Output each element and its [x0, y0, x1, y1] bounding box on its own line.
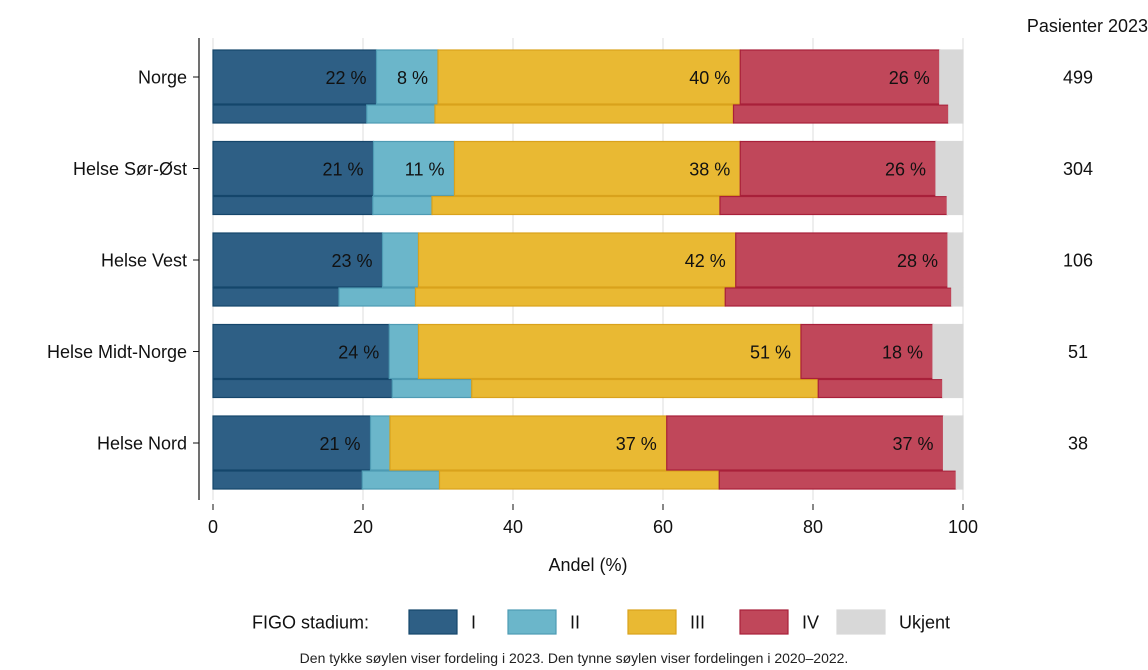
bar-2023	[417, 323, 802, 380]
bar-2020-2022	[366, 104, 436, 124]
bar-2020-2022	[719, 195, 948, 216]
bar-2020-2022	[212, 470, 363, 490]
x-tick-label: 40	[503, 517, 523, 537]
category-label: Helse Vest	[101, 251, 187, 271]
bar-2020-2022	[946, 195, 964, 216]
x-tick-label: 20	[353, 517, 373, 537]
legend-title: FIGO stadium:	[252, 613, 369, 633]
footnote: Den tykke søylen viser fordeling i 2023.…	[299, 650, 849, 666]
bar-2020-2022	[391, 378, 473, 399]
bar-2023	[735, 232, 949, 288]
bar-data-label: 21 %	[319, 434, 360, 454]
category-label: Helse Sør-Øst	[73, 159, 187, 179]
bar-2023	[417, 232, 737, 288]
bar-data-label: 24 %	[338, 343, 379, 363]
patients-column-header: Pasienter 2023	[1027, 16, 1148, 36]
bar-2023	[800, 323, 934, 380]
bar-2020-2022	[431, 195, 721, 216]
x-tick-label: 60	[653, 517, 673, 537]
bar-2020-2022	[338, 287, 417, 307]
category-label: Helse Midt-Norge	[47, 342, 187, 362]
x-axis-title: Andel (%)	[548, 555, 627, 575]
bar-2023	[739, 49, 941, 105]
bar-2020-2022	[434, 104, 735, 124]
bar-data-label: 37 %	[616, 434, 657, 454]
patient-count: 51	[1068, 342, 1088, 362]
legend: FIGO stadium: I II III IV Ukjent	[252, 609, 950, 635]
patient-count: 304	[1063, 159, 1093, 179]
bar-data-label: 51 %	[750, 343, 791, 363]
legend-swatch	[507, 609, 557, 635]
patient-count: 38	[1068, 434, 1088, 454]
bar-data-label: 23 %	[331, 251, 372, 271]
bar-data-label: 38 %	[689, 160, 730, 180]
bar-2023	[947, 232, 964, 288]
legend-label: IV	[802, 613, 819, 633]
bar-data-label: 18 %	[882, 343, 923, 363]
bar-2020-2022	[414, 287, 726, 307]
bar-data-label: 40 %	[689, 68, 730, 88]
bar-2023	[212, 232, 384, 288]
legend-label: I	[471, 613, 476, 633]
bar-2020-2022	[942, 378, 964, 399]
legend-swatch	[836, 609, 886, 635]
bar-2023	[453, 140, 741, 197]
legend-swatch	[408, 609, 458, 635]
bar-2020-2022	[948, 104, 964, 124]
bar-2020-2022	[718, 470, 957, 490]
bar-data-label: 8 %	[397, 68, 428, 88]
bar-2023	[372, 140, 456, 197]
bar-2023	[381, 232, 420, 288]
bar-2020-2022	[955, 470, 964, 490]
legend-label: Ukjent	[899, 613, 950, 633]
bars-layer	[212, 49, 964, 490]
x-tick-label: 0	[208, 517, 218, 537]
bar-2023	[942, 415, 964, 471]
bar-2023	[739, 140, 937, 197]
labels-layer: 22 % 8 % 40 % 26 % Norge 499 21 % 11 % 38 % 26 % H…	[47, 68, 1093, 538]
patient-count: 499	[1063, 68, 1093, 88]
bar-2023	[212, 140, 375, 197]
bar-2023	[212, 49, 378, 105]
bar-2020-2022	[372, 195, 433, 216]
bar-2020-2022	[212, 195, 374, 216]
bar-2020-2022	[361, 470, 441, 490]
bar-2023	[939, 49, 964, 105]
bar-data-label: 28 %	[897, 251, 938, 271]
bar-2020-2022	[724, 287, 953, 307]
bar-2020-2022	[438, 470, 720, 490]
bar-data-label: 26 %	[885, 160, 926, 180]
bar-2020-2022	[471, 378, 819, 399]
bar-2023	[935, 140, 964, 197]
bar-data-label: 21 %	[322, 160, 363, 180]
category-label: Norge	[138, 68, 187, 88]
x-tick-label: 80	[803, 517, 823, 537]
bar-data-label: 11 %	[405, 160, 445, 180]
bar-2020-2022	[212, 104, 368, 124]
bar-2023	[388, 323, 420, 380]
bar-data-label: 42 %	[685, 251, 726, 271]
legend-swatch	[627, 609, 677, 635]
x-tick-label: 100	[948, 517, 978, 537]
category-label: Helse Nord	[97, 434, 187, 454]
bar-data-label: 22 %	[325, 68, 366, 88]
bar-2020-2022	[817, 378, 944, 399]
legend-label: III	[690, 613, 705, 633]
bar-2020-2022	[212, 287, 340, 307]
bar-data-label: 37 %	[892, 434, 933, 454]
bar-2023	[212, 415, 372, 471]
patient-count: 106	[1063, 251, 1093, 271]
legend-swatch	[739, 609, 789, 635]
bar-2020-2022	[212, 378, 393, 399]
bar-data-label: 26 %	[889, 68, 930, 88]
bar-2020-2022	[732, 104, 950, 124]
axes-layer	[193, 38, 964, 510]
bar-2023	[212, 323, 390, 380]
bar-2023	[369, 415, 391, 471]
bar-2020-2022	[951, 287, 964, 307]
legend-label: II	[570, 613, 580, 633]
bar-2023	[932, 323, 964, 380]
